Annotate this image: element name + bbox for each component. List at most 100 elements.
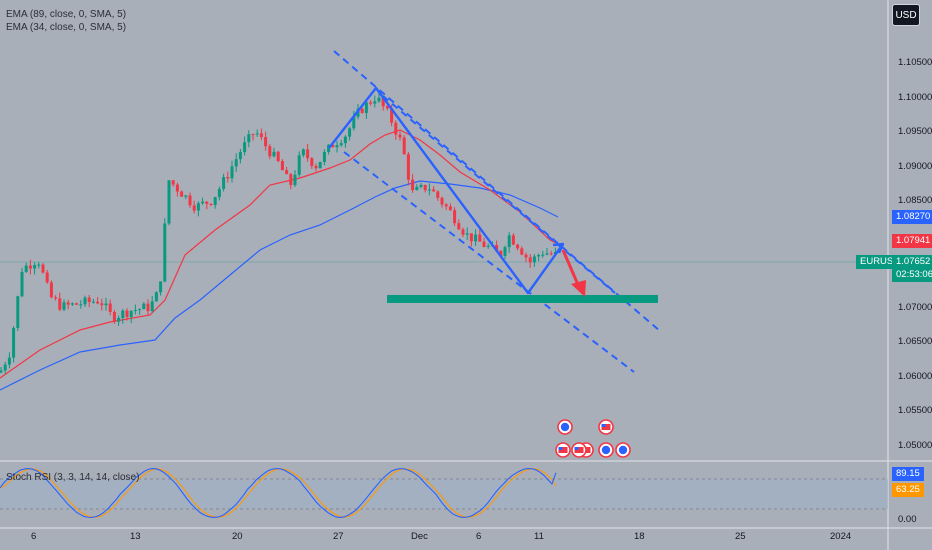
- candle-body: [33, 265, 37, 269]
- candle-body: [272, 151, 276, 157]
- candle-body: [293, 174, 297, 186]
- candle-body: [398, 134, 402, 138]
- candle-body: [83, 297, 87, 305]
- candle-body: [12, 327, 16, 358]
- last-price-badge: 1.07652: [892, 255, 932, 269]
- candle-body: [461, 229, 465, 235]
- price-tick: 1.09000: [898, 161, 932, 172]
- candle-body: [62, 302, 66, 310]
- candle-body: [255, 133, 259, 135]
- candle-body: [385, 106, 389, 109]
- candle-body: [390, 108, 394, 123]
- candle-body: [7, 357, 11, 365]
- support-zone: [387, 295, 658, 303]
- candle-body: [159, 281, 163, 293]
- candle-body: [222, 177, 226, 189]
- candle-body: [495, 245, 499, 251]
- date-tick: 20: [232, 531, 243, 542]
- candle-body: [549, 253, 553, 255]
- candle-body: [524, 254, 528, 258]
- candle-body: [499, 250, 503, 256]
- candle-body: [75, 303, 79, 305]
- candle-body: [423, 184, 427, 191]
- candle-body: [541, 254, 545, 256]
- candle-body: [516, 244, 520, 249]
- candle-body: [369, 102, 373, 104]
- candle-body: [360, 108, 364, 113]
- candle-body: [406, 154, 410, 180]
- candle-body: [377, 97, 381, 102]
- candle-body: [264, 137, 268, 147]
- candle-body: [318, 161, 322, 169]
- us-flag-canton: [558, 447, 563, 450]
- ema34-price-badge: 1.07941: [892, 234, 932, 248]
- candle-body: [465, 233, 469, 235]
- candle-body: [16, 296, 20, 328]
- candle-body: [285, 170, 289, 175]
- candle-body: [37, 264, 41, 266]
- candle-body: [171, 180, 175, 185]
- bearish-arrow-head: [571, 280, 586, 297]
- candle-body: [432, 189, 436, 192]
- currency-button[interactable]: USD: [892, 4, 920, 26]
- candle-body: [474, 234, 478, 242]
- candle-body: [503, 247, 507, 256]
- candle-body: [108, 303, 112, 312]
- candle-body: [247, 134, 251, 143]
- price-tick: 1.08500: [898, 195, 932, 206]
- candle-body: [226, 177, 230, 179]
- date-tick: Dec: [411, 531, 428, 542]
- candle-body: [154, 292, 158, 302]
- candle-body: [364, 102, 368, 113]
- us-flag-icon: [558, 447, 568, 453]
- stoch-k-badge: 89.15: [892, 467, 924, 481]
- candle-body: [419, 184, 423, 188]
- candle-body: [259, 133, 263, 138]
- ema89-line: [0, 180, 559, 391]
- candle-body: [117, 317, 121, 322]
- candle-body: [448, 206, 452, 211]
- candle-body: [339, 143, 343, 146]
- stoch-rsi-legend[interactable]: Stoch RSI (3, 3, 14, 14, close): [6, 472, 140, 483]
- candle-body: [486, 245, 490, 247]
- candle-body: [138, 309, 142, 311]
- candle-body: [251, 134, 255, 136]
- candle-body: [528, 257, 532, 263]
- price-tick: 1.09500: [898, 126, 932, 137]
- candle-body: [440, 197, 444, 205]
- candle-body: [91, 301, 95, 303]
- candle-body: [125, 310, 129, 317]
- eu-flag-icon: [560, 422, 570, 432]
- candle-body: [45, 272, 49, 283]
- candle-body: [436, 191, 440, 198]
- candle-body: [24, 265, 28, 272]
- candle-body: [482, 241, 486, 247]
- candle-body: [175, 184, 179, 192]
- candle-body: [243, 142, 247, 153]
- candle-body: [537, 255, 541, 257]
- candle-body: [310, 158, 314, 166]
- candle-body: [322, 151, 326, 162]
- stoch-k-line: [0, 468, 557, 518]
- candle-body: [66, 302, 70, 305]
- stoch-tick: 0.00: [898, 514, 917, 525]
- candle-body: [54, 297, 58, 299]
- candle-body: [511, 235, 515, 245]
- candle-body: [146, 303, 150, 312]
- candle-body: [352, 116, 356, 129]
- candle-body: [196, 203, 200, 211]
- candle-body: [478, 234, 482, 242]
- ema34-legend[interactable]: EMA (34, close, 0, SMA, 5): [6, 22, 127, 33]
- candle-body: [306, 149, 310, 159]
- candle-body: [348, 128, 352, 137]
- candle-body: [444, 204, 448, 207]
- candle-body: [268, 146, 272, 157]
- candle-body: [394, 122, 398, 135]
- ema89-legend[interactable]: EMA (89, close, 0, SMA, 5): [6, 9, 127, 20]
- candle-body: [167, 180, 171, 224]
- candle-body: [411, 179, 415, 191]
- candle-body: [28, 265, 32, 269]
- candle-body: [331, 144, 335, 148]
